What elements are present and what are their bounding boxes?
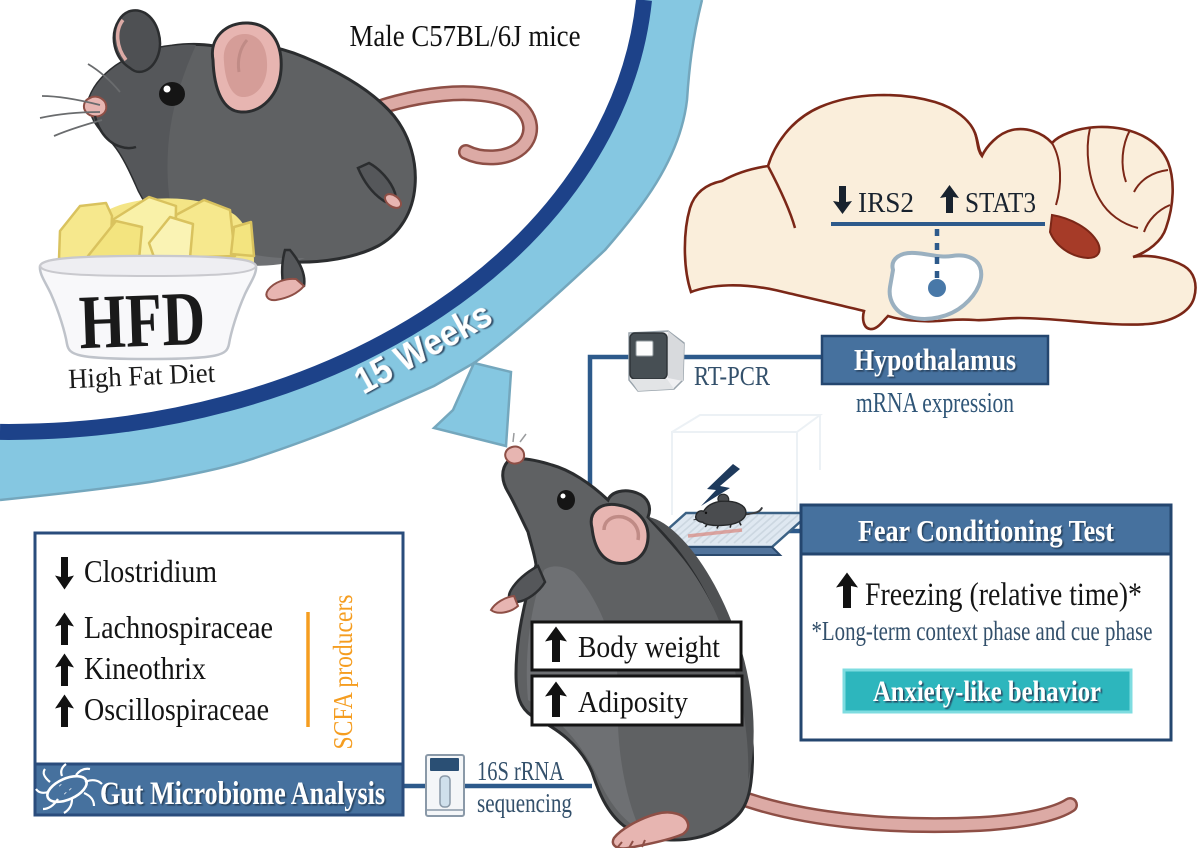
- svg-text:Clostridium: Clostridium: [84, 553, 217, 589]
- svg-text:HFD: HFD: [78, 275, 207, 365]
- svg-text:sequencing: sequencing: [477, 788, 572, 818]
- svg-text:Freezing (relative time)*: Freezing (relative time)*: [865, 577, 1142, 613]
- svg-text:Hypothalamus: Hypothalamus: [854, 342, 1016, 377]
- svg-text:16S rRNA: 16S rRNA: [477, 756, 564, 786]
- svg-text:Anxiety-like behavior: Anxiety-like behavior: [873, 675, 1101, 708]
- svg-text:SCFA producers: SCFA producers: [328, 595, 358, 750]
- svg-text:High Fat Diet: High Fat Diet: [68, 358, 216, 395]
- svg-text:Gut Microbiome Analysis: Gut Microbiome Analysis: [100, 776, 385, 812]
- svg-text:Oscillospiraceae: Oscillospiraceae: [84, 691, 269, 727]
- svg-text:IRS2: IRS2: [858, 187, 914, 219]
- svg-text:Adiposity: Adiposity: [578, 684, 688, 719]
- svg-text:Body weight: Body weight: [578, 629, 720, 664]
- svg-text:*Long-term context phase and c: *Long-term context phase and cue phase: [812, 616, 1153, 646]
- svg-text:RT-PCR: RT-PCR: [694, 361, 770, 391]
- svg-text:Kineothrix: Kineothrix: [84, 650, 206, 686]
- svg-text:Male C57BL/6J mice: Male C57BL/6J mice: [350, 18, 581, 53]
- svg-text:STAT3: STAT3: [965, 187, 1036, 219]
- svg-text:Lachnospiraceae: Lachnospiraceae: [84, 609, 273, 645]
- svg-text:Fear Conditioning Test: Fear Conditioning Test: [858, 513, 1115, 548]
- svg-text:mRNA expression: mRNA expression: [856, 388, 1014, 419]
